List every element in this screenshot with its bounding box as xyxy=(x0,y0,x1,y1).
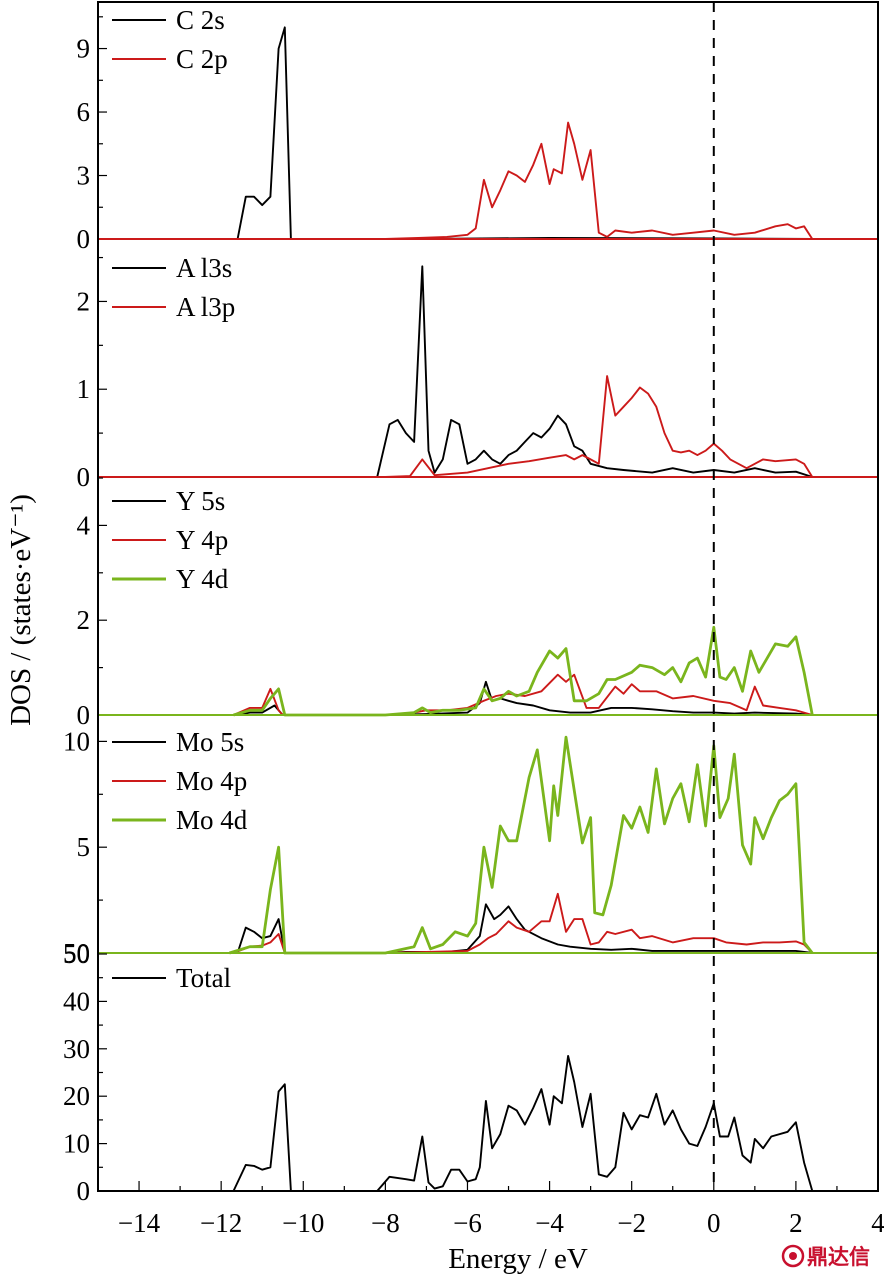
y-tick-label: 6 xyxy=(77,97,91,127)
x-tick-label: −12 xyxy=(200,1208,242,1238)
x-tick-label: −14 xyxy=(118,1208,161,1238)
x-tick-label: −4 xyxy=(535,1208,564,1238)
panel-4: 5 10 Mo 5s Mo 4p Mo 4d xyxy=(63,726,878,955)
series-line-mo-5s xyxy=(236,903,813,954)
x-tick-label: 2 xyxy=(789,1208,803,1238)
legend-label: Mo 4d xyxy=(176,805,248,835)
watermark-logo-dot xyxy=(789,1252,797,1260)
panel-5: 0 10 20 30 40 50 Total xyxy=(63,939,878,1206)
legend-label: Y 4p xyxy=(176,525,228,555)
y-tick-label: 2 xyxy=(77,286,91,316)
y-tick-label: 0 xyxy=(77,1176,91,1206)
y-tick-label: 50 xyxy=(63,939,90,969)
y-tick-label: 0 xyxy=(77,224,91,254)
legend-label: C 2s xyxy=(176,5,225,35)
legend-label: Y 5s xyxy=(176,486,225,516)
y-tick-label: 5 xyxy=(77,832,91,862)
legend-label: Mo 5s xyxy=(176,727,244,757)
y-tick-label: 3 xyxy=(77,161,91,191)
x-tick-label: 4 xyxy=(871,1208,884,1238)
series-line-a-l3p xyxy=(229,375,814,478)
plot-frame xyxy=(97,1,879,1192)
x-tick-label: −10 xyxy=(282,1208,324,1238)
y-tick-label: 0 xyxy=(77,700,91,730)
series-line-y-4d xyxy=(233,625,814,717)
x-tick-label: −2 xyxy=(617,1208,646,1238)
x-tick-label: −6 xyxy=(453,1208,482,1238)
y-tick-label: 0 xyxy=(77,462,91,492)
series-line-y-5s xyxy=(237,680,813,716)
series-line-c-2p xyxy=(98,121,878,240)
y-axis-title: DOS / (states·eV⁻¹) xyxy=(5,494,37,726)
legend-label: A l3p xyxy=(176,292,235,322)
panel-1: 0 3 6 9 C 2s C 2p xyxy=(77,5,878,254)
y-tick-label: 10 xyxy=(63,1129,90,1159)
y-tick-label: 50 xyxy=(63,938,90,968)
y-tick-label: 20 xyxy=(63,1081,90,1111)
series-line-a-l3s xyxy=(376,265,813,478)
y-tick-label: 2 xyxy=(77,605,91,635)
watermark-text: 鼎达信 xyxy=(807,1245,870,1269)
series-line-mo-4d xyxy=(228,735,814,955)
legend-label: Mo 4p xyxy=(176,766,247,796)
y-tick-label: 4 xyxy=(77,510,91,540)
x-axis-title: Energy / eV xyxy=(448,1243,588,1275)
legend-label: Y 4d xyxy=(176,564,229,594)
y-tick-label: 9 xyxy=(77,34,91,64)
x-tick-label: −8 xyxy=(371,1208,400,1238)
watermark-logo-icon xyxy=(781,1244,805,1268)
legend-label: C 2p xyxy=(176,44,228,74)
panel-2: 0 1 2 A l3s A l3p xyxy=(77,253,878,492)
watermark-logo: 鼎达信 xyxy=(781,1244,870,1269)
y-tick-label: 1 xyxy=(77,374,91,404)
y-tick-label: 30 xyxy=(63,1034,90,1064)
panel-3: 0 2 4 Y 5s Y 4p Y 4d xyxy=(77,477,878,730)
legend-label: A l3s xyxy=(176,253,232,283)
series-line-c-2s xyxy=(236,26,813,240)
x-tick-label: 0 xyxy=(707,1208,721,1238)
series-line-total xyxy=(232,1054,814,1192)
legend-label: Total xyxy=(176,963,231,993)
y-tick-label: 40 xyxy=(63,986,90,1016)
series-line-mo-4p xyxy=(233,892,813,954)
y-tick-label: 10 xyxy=(63,726,90,756)
